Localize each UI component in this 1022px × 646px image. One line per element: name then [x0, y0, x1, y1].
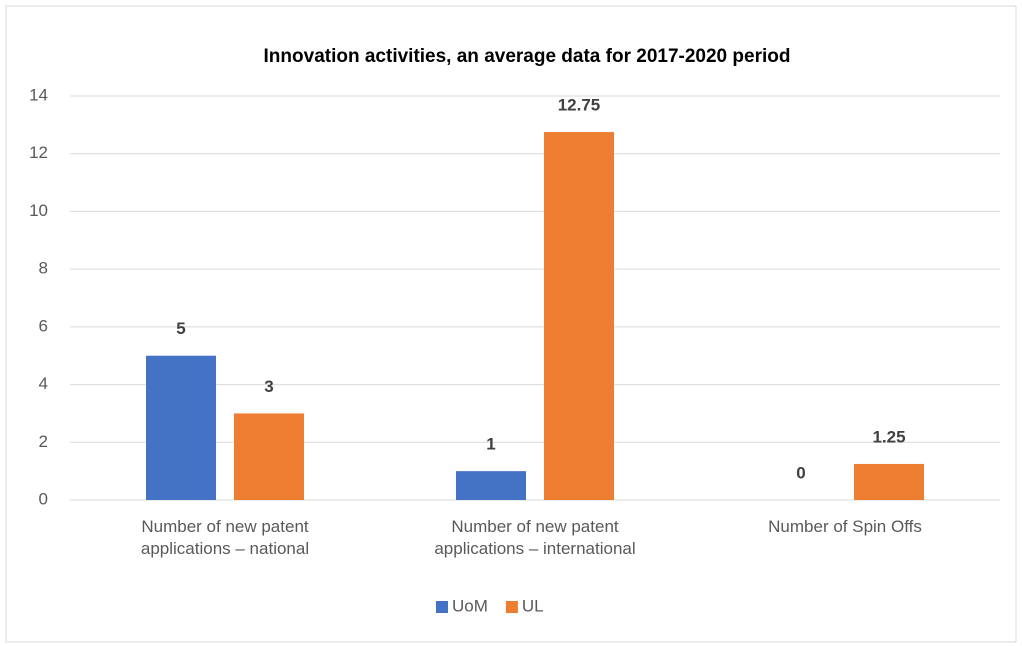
legend-swatch	[505, 601, 518, 613]
chart-title: Innovation activities, an average data f…	[264, 46, 791, 67]
x-tick-label: Number of new patent applications – nati…	[140, 517, 310, 558]
bar	[456, 471, 526, 500]
data-label: 0	[796, 463, 805, 482]
bar	[854, 463, 924, 500]
y-tick-label: 12	[29, 143, 48, 162]
data-label: 12.75	[558, 96, 601, 115]
y-tick-label: 2	[39, 432, 48, 451]
legend-label: UL	[522, 596, 544, 615]
bar	[234, 413, 304, 500]
legend-swatch	[436, 601, 448, 613]
chart-frame	[5, 5, 1017, 643]
data-label: 1	[486, 435, 495, 454]
y-tick-label: 8	[39, 259, 48, 278]
data-label: 3	[264, 377, 273, 396]
y-tick-label: 6	[39, 316, 48, 335]
x-tick-label: Number of Spin Offs	[768, 517, 922, 536]
bar	[544, 132, 614, 501]
y-tick-label: 4	[39, 374, 48, 393]
y-tick-label: 14	[29, 85, 48, 104]
y-tick-label: 0	[39, 489, 48, 508]
y-tick-label: 10	[29, 201, 48, 220]
data-label: 1.25	[872, 427, 905, 446]
x-tick-label: Number of new patent applications – inte…	[434, 517, 636, 558]
legend-label: UoM	[452, 596, 488, 615]
data-label: 5	[176, 319, 185, 338]
bar	[146, 355, 216, 500]
